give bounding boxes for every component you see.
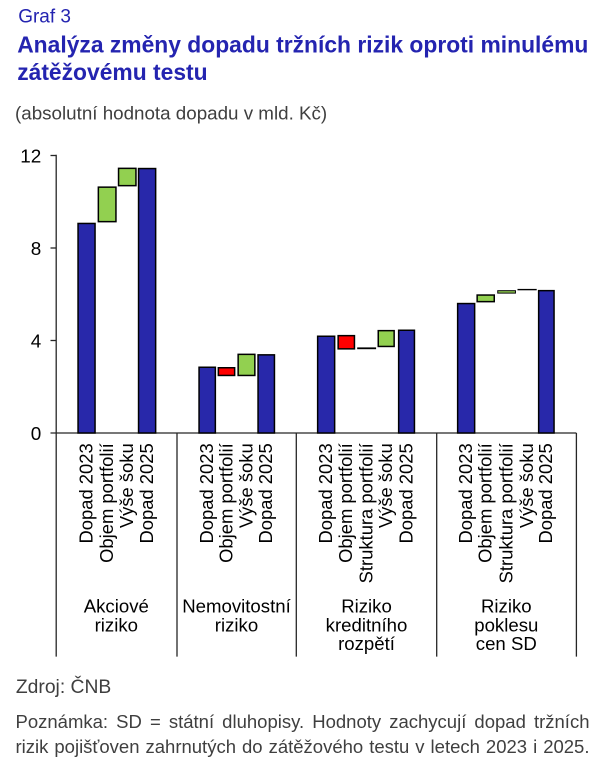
svg-text:rozpětí: rozpětí [338,633,396,654]
svg-text:Dopad 2025: Dopad 2025 [255,443,276,543]
svg-text:Struktura portfolií: Struktura portfolií [495,442,516,583]
svg-text:Akciové: Akciové [84,596,149,617]
svg-text:Zdroj: ČNB: Zdroj: ČNB [16,675,111,698]
svg-text:Riziko: Riziko [341,596,392,617]
svg-text:Objem portfolií: Objem portfolií [215,442,236,562]
svg-text:kreditního: kreditního [326,614,408,635]
svg-text:cen SD: cen SD [476,633,537,654]
svg-text:8: 8 [31,239,42,260]
svg-text:Riziko: Riziko [481,596,532,617]
svg-text:Výše šoku: Výše šoku [516,443,537,528]
svg-text:Výše šoku: Výše šoku [375,443,396,528]
svg-text:Objem portfolií: Objem portfolií [475,442,496,562]
svg-text:4: 4 [31,331,42,352]
svg-text:0: 0 [31,424,42,445]
svg-text:Dopad 2023: Dopad 2023 [75,443,96,543]
svg-text:zátěžovému testu: zátěžovému testu [17,59,207,85]
svg-text:riziko: riziko [215,614,258,635]
svg-text:Dopad 2025: Dopad 2025 [136,443,157,543]
svg-text:Struktura portfolií: Struktura portfolií [355,442,376,583]
svg-text:Objem portfolií: Objem portfolií [96,442,117,562]
svg-text:Dopad 2023: Dopad 2023 [315,443,336,543]
svg-text:Dopad 2023: Dopad 2023 [455,443,476,543]
svg-text:Výše šoku: Výše šoku [235,443,256,528]
svg-text:poklesu: poklesu [474,614,538,635]
svg-text:(absolutní hodnota dopadu v ml: (absolutní hodnota dopadu v mld. Kč) [15,102,327,123]
svg-text:Výše šoku: Výše šoku [116,443,137,528]
svg-text:Dopad 2025: Dopad 2025 [395,443,416,543]
svg-text:Objem portfolií: Objem portfolií [335,442,356,562]
svg-text:Analýza změny dopadu tržních r: Analýza změny dopadu tržních rizik oprot… [17,32,588,58]
svg-text:Nemovitostní: Nemovitostní [182,596,291,617]
svg-text:Dopad 2023: Dopad 2023 [196,443,217,543]
svg-text:12: 12 [20,146,41,167]
svg-text:Dopad 2025: Dopad 2025 [535,443,556,543]
svg-text:Graf 3: Graf 3 [18,7,71,28]
svg-text:riziko: riziko [95,614,138,635]
